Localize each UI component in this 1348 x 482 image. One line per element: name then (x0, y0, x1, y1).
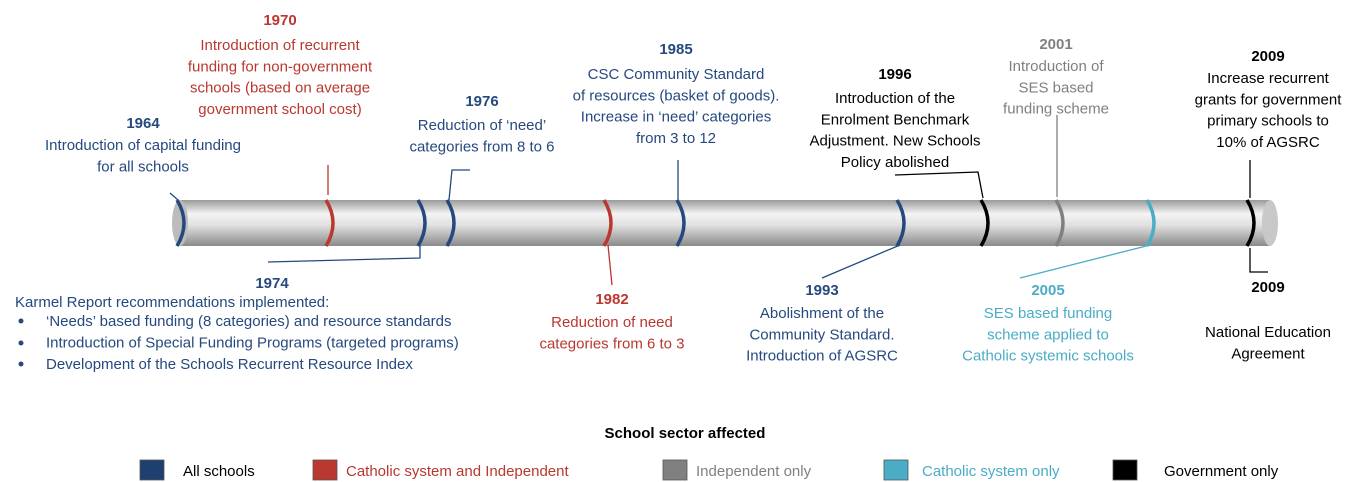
event-year: 1996 (878, 66, 911, 83)
ring (675, 199, 686, 247)
event-text: Increase recurrent (1207, 70, 1330, 87)
legend-swatch (883, 459, 909, 481)
event-text: categories from 6 to 3 (539, 335, 684, 352)
event-text: from 3 to 12 (636, 130, 716, 147)
event-text: Introduction of AGSRC (746, 348, 898, 365)
event-year: 1982 (595, 291, 628, 308)
timeline-bar (180, 200, 1270, 246)
event-text: Community Standard. (749, 326, 894, 343)
legend-swatch (139, 459, 165, 481)
event-year: 2001 (1039, 36, 1072, 53)
event-bullet: ‘Needs’ based funding (8 categories) and… (46, 313, 452, 330)
ring (1145, 199, 1156, 247)
event-text: Introduction of recurrent (200, 37, 360, 54)
event-text: Agreement (1231, 345, 1305, 362)
ring (175, 199, 186, 247)
event-text: SES based funding (984, 305, 1112, 322)
event-text: Introduction of (1008, 58, 1104, 75)
event-text: Reduction of ‘need’ (418, 117, 546, 134)
event-year: 1993 (805, 282, 838, 299)
event-year: 2009 (1251, 279, 1284, 296)
ring (1054, 199, 1065, 247)
legend-label: Independent only (696, 463, 812, 480)
event-year: 1976 (465, 93, 498, 110)
event-text: funding for non-government (188, 58, 373, 75)
legend-title: School sector affected (605, 425, 766, 442)
event-text: funding scheme (1003, 101, 1109, 118)
event-text: Policy abolished (841, 154, 949, 171)
event-year: 2005 (1031, 282, 1064, 299)
event-text: primary schools to (1207, 113, 1329, 130)
connectors (169, 115, 1268, 286)
event-year: 1974 (255, 275, 289, 292)
event-text: grants for government (1195, 91, 1343, 108)
ring (979, 199, 990, 247)
event-text: SES based (1018, 79, 1093, 96)
event-text: categories from 8 to 6 (409, 138, 554, 155)
legend-swatch (1112, 459, 1138, 481)
event-year: 1970 (263, 12, 296, 29)
event-bullet: Development of the Schools Recurrent Res… (46, 356, 413, 373)
event-text: Introduction of the (835, 90, 955, 107)
event-text: of resources (basket of goods). (573, 87, 780, 104)
event-text: Enrolment Benchmark (821, 111, 970, 128)
event-text: CSC Community Standard (588, 66, 765, 83)
legend-swatch (662, 459, 688, 481)
bullets (18, 318, 24, 367)
event-text: scheme applied to (987, 326, 1109, 343)
event-text: Adjustment. New Schools (810, 133, 981, 150)
event-text: Reduction of need (551, 314, 673, 331)
event-text: for all schools (97, 158, 189, 175)
event-bullet: Introduction of Special Funding Programs… (46, 335, 459, 352)
ring (445, 199, 456, 247)
event-text: Increase in ‘need’ categories (581, 109, 771, 126)
event-text: Karmel Report recommendations implemente… (15, 294, 329, 311)
event-year: 1964 (126, 115, 160, 132)
event-text: National Education (1205, 324, 1331, 341)
ring (895, 199, 906, 247)
legend-swatch (312, 459, 338, 481)
ring (416, 199, 427, 247)
legend-label: Government only (1164, 463, 1279, 480)
event-text: Abolishment of the (760, 305, 884, 322)
event-text: Introduction of capital funding (45, 137, 241, 154)
legend-label: All schools (183, 463, 255, 480)
event-year: 2009 (1251, 48, 1284, 65)
event-text: government school cost) (198, 101, 361, 118)
event-text: 10% of AGSRC (1216, 134, 1320, 151)
legend-label: Catholic system only (922, 463, 1060, 480)
legend-label: Catholic system and Independent (346, 463, 569, 480)
event-text: Catholic systemic schools (962, 348, 1134, 365)
ring (602, 199, 613, 247)
bar-cap (1262, 200, 1278, 246)
event-year: 1985 (659, 41, 692, 58)
ring (1245, 199, 1256, 247)
event-text: schools (based on average (190, 80, 370, 97)
ring (324, 199, 335, 247)
